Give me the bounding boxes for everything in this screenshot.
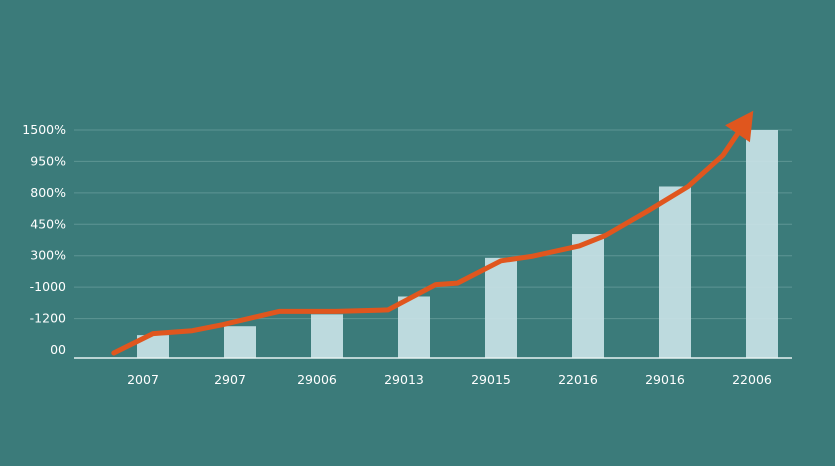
x-tick-label: 22006	[732, 372, 772, 387]
bar	[485, 257, 517, 358]
y-axis-tick-labels: 00 -1200 -1000 300% 450% 800% 950% 1500%	[22, 122, 66, 357]
bar	[398, 296, 430, 358]
bar	[311, 314, 343, 358]
trend-arrow-head	[725, 110, 754, 143]
gridlines	[74, 129, 792, 320]
y-tick-label: 300%	[30, 248, 66, 263]
bar	[572, 234, 604, 358]
x-tick-label: 22016	[558, 372, 598, 387]
bar	[137, 335, 169, 358]
x-tick-label: 2907	[214, 372, 246, 387]
bar-series	[137, 130, 778, 358]
x-tick-label: 29013	[384, 372, 424, 387]
y-tick-label: -1200	[30, 311, 66, 326]
y-tick-label: 00	[50, 342, 66, 357]
y-tick-label: 800%	[30, 185, 66, 200]
y-tick-label: 450%	[30, 216, 66, 231]
x-tick-label: 29016	[645, 372, 685, 387]
trend-line-series	[111, 110, 754, 356]
y-tick-label: -1000	[30, 279, 66, 294]
trend-line	[111, 131, 740, 356]
x-axis-tick-labels: 2007 2907 29006 29013 29015 22016 29016 22006	[127, 372, 772, 387]
x-tick-label: 2007	[127, 372, 159, 387]
bar	[224, 326, 256, 358]
x-tick-label: 29015	[471, 372, 511, 387]
bar	[746, 130, 778, 358]
y-tick-label: 950%	[30, 153, 66, 168]
y-tick-label: 1500%	[22, 122, 66, 137]
x-tick-label: 29006	[297, 372, 337, 387]
bar	[659, 186, 691, 358]
